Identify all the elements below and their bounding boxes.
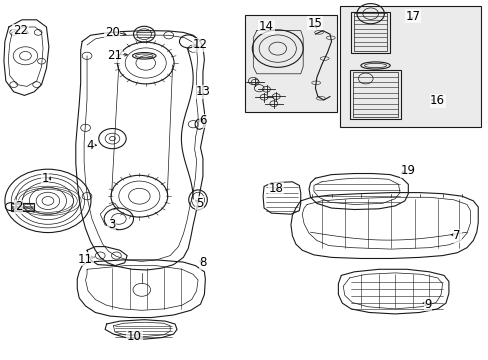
Text: 18: 18 xyxy=(268,183,283,195)
Text: 19: 19 xyxy=(400,165,415,177)
Text: 15: 15 xyxy=(307,17,322,30)
Text: 17: 17 xyxy=(405,10,420,23)
Bar xyxy=(11,203,34,211)
Bar xyxy=(339,6,480,127)
Text: 14: 14 xyxy=(259,21,273,33)
Text: 13: 13 xyxy=(195,85,210,98)
Text: 8: 8 xyxy=(199,256,206,269)
Bar xyxy=(350,12,389,53)
Text: 4: 4 xyxy=(86,139,94,152)
Text: 16: 16 xyxy=(429,94,444,107)
Text: 9: 9 xyxy=(423,298,431,311)
Bar xyxy=(353,13,386,51)
Text: 3: 3 xyxy=(107,219,115,231)
Text: 12: 12 xyxy=(193,39,207,51)
Text: 5: 5 xyxy=(195,197,203,210)
Text: 6: 6 xyxy=(199,114,206,127)
Bar xyxy=(245,15,337,112)
Text: 22: 22 xyxy=(13,24,28,37)
Bar xyxy=(352,72,397,117)
Text: 1: 1 xyxy=(41,172,49,185)
Text: 11: 11 xyxy=(78,253,93,266)
Text: 7: 7 xyxy=(452,229,460,242)
Bar xyxy=(349,70,400,119)
Text: 21: 21 xyxy=(107,49,122,62)
Text: 10: 10 xyxy=(127,330,142,343)
Text: 2: 2 xyxy=(15,201,22,213)
Text: 20: 20 xyxy=(105,26,120,39)
